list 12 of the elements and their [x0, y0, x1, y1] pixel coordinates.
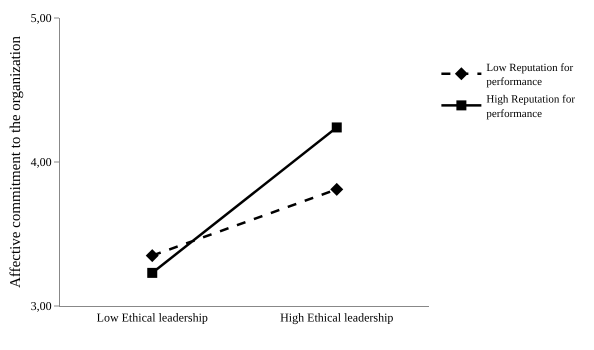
- y-tick-label: 3,00: [30, 299, 52, 314]
- point: [332, 122, 342, 132]
- x-tick-label: Low Ethical leadership: [96, 310, 208, 324]
- y-tick-label: 5,00: [30, 11, 52, 26]
- y-axis-title: Affective commitment to the organization: [8, 36, 24, 288]
- point: [147, 268, 158, 278]
- x-tick-label: High Ethical leadership: [280, 310, 394, 324]
- y-tick-label: 4,00: [30, 155, 52, 170]
- legend-label: Low Reputation for performance: [486, 62, 574, 88]
- legend-label: High Reputation for performance: [486, 94, 576, 120]
- point: [330, 182, 344, 196]
- point: [146, 249, 159, 262]
